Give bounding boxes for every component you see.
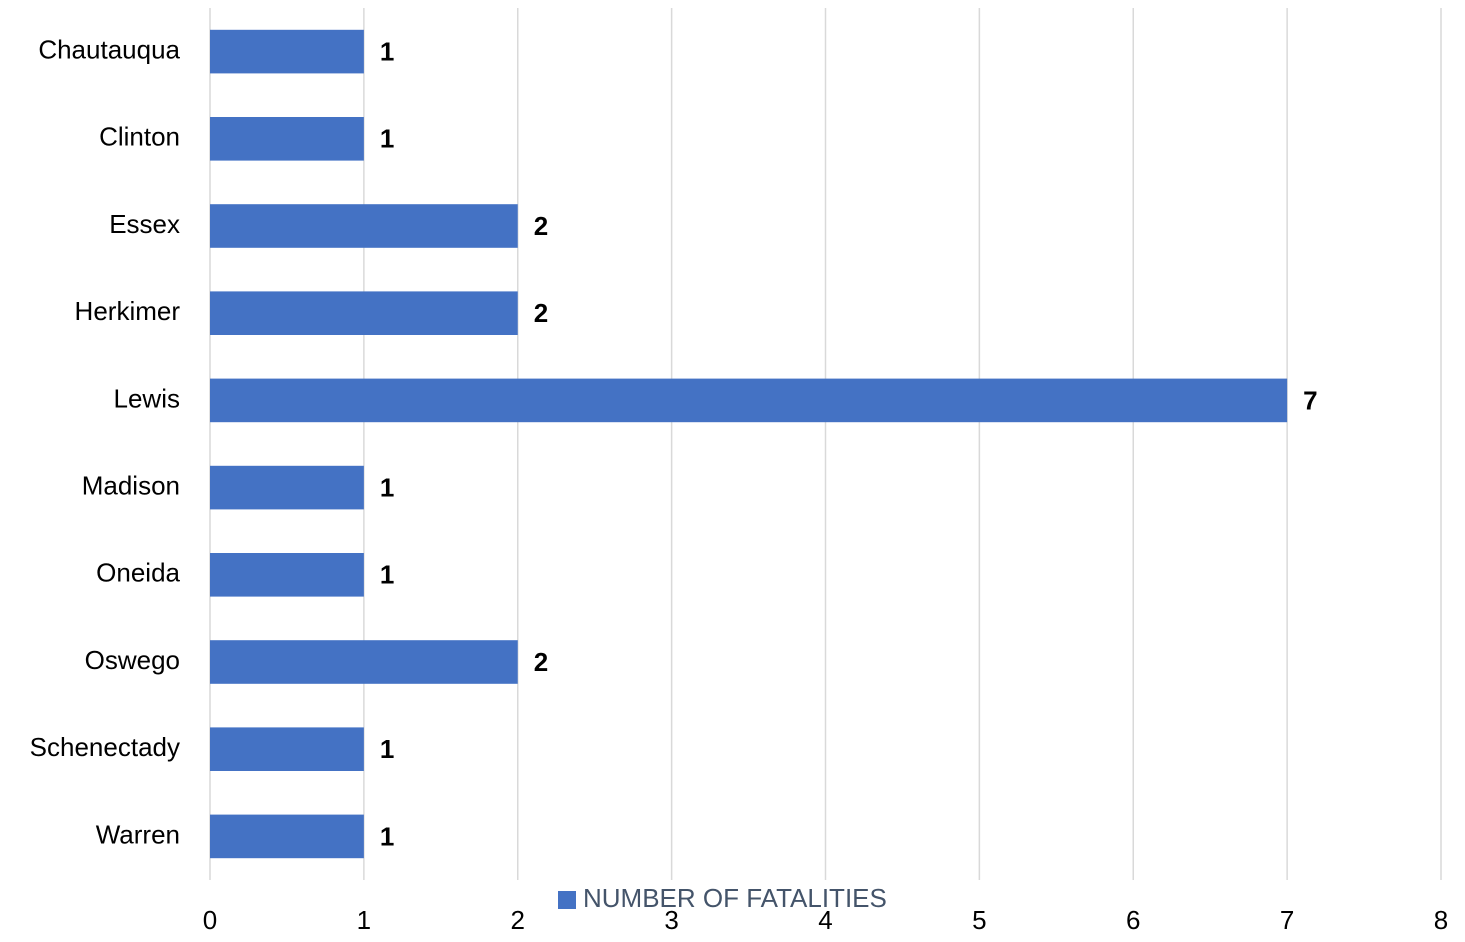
x-tick-label: 1 <box>357 905 371 935</box>
y-tick-label: Chautauqua <box>38 34 180 64</box>
y-tick-label: Clinton <box>99 122 180 152</box>
x-tick-label: 2 <box>511 905 525 935</box>
x-tick-label: 0 <box>203 905 217 935</box>
x-tick-label: 6 <box>1126 905 1140 935</box>
bar <box>210 29 364 74</box>
value-label: 1 <box>380 36 394 66</box>
x-tick-label: 3 <box>664 905 678 935</box>
bar <box>210 640 518 684</box>
y-tick-label: Herkimer <box>75 296 181 326</box>
bar <box>210 814 364 859</box>
y-tick-label: Madison <box>82 470 180 500</box>
value-label: 1 <box>380 560 394 590</box>
bar <box>210 291 518 335</box>
value-label: 7 <box>1303 385 1317 415</box>
x-tick-label: 5 <box>972 905 986 935</box>
value-label: 1 <box>380 472 394 502</box>
y-tick-label: Schenectady <box>30 732 180 762</box>
value-label: 1 <box>380 734 394 764</box>
value-label: 2 <box>534 211 548 241</box>
y-tick-label: Lewis <box>114 383 180 413</box>
bar <box>210 117 364 161</box>
bar <box>210 378 1288 423</box>
legend-swatch <box>558 891 576 909</box>
bar <box>210 727 364 771</box>
legend-label: NUMBER OF FATALITIES <box>583 883 887 913</box>
bar <box>210 553 364 597</box>
bar <box>210 204 518 248</box>
bar <box>210 465 364 510</box>
y-tick-label: Oneida <box>96 558 180 588</box>
x-tick-label: 7 <box>1280 905 1294 935</box>
value-label: 2 <box>534 647 548 677</box>
y-tick-label: Warren <box>96 819 180 849</box>
x-tick-label: 4 <box>818 905 832 935</box>
value-label: 2 <box>534 298 548 328</box>
y-tick-label: Essex <box>109 209 180 239</box>
value-label: 1 <box>380 821 394 851</box>
x-tick-label: 8 <box>1434 905 1448 935</box>
value-label: 1 <box>380 124 394 154</box>
y-tick-label: Oswego <box>85 645 180 675</box>
